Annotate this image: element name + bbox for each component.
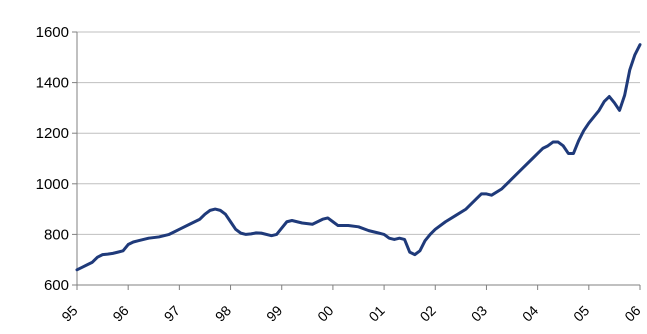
y-tick-label: 1200 [36,125,69,142]
y-tick-label: 800 [44,226,69,243]
x-tick-label: 01 [365,302,387,324]
series-line-0 [75,43,642,272]
x-tick-label: 99 [263,302,285,324]
x-tick-label: 98 [212,302,234,324]
x-tick-label: 96 [109,302,131,324]
x-tick-label: 05 [570,302,592,324]
y-tick-label: 1600 [36,24,69,41]
series-layer [75,43,642,272]
x-tick-label: 02 [417,302,439,324]
gridlines [77,31,640,286]
x-tick-label: 06 [621,302,643,324]
x-tick-label: 03 [468,302,490,324]
x-tick-label: 00 [314,302,336,324]
x-axis-tick-labels: 95 96 97 98 99 00 01 02 03 04 05 06 [58,302,643,324]
x-tick-label: 97 [161,302,183,324]
y-tick-label: 1000 [36,176,69,193]
y-tick-label: 600 [44,277,69,294]
axes [72,31,641,290]
y-axis-tick-labels: 600 800 1000 1200 1400 1600 [36,24,69,294]
y-tick-label: 1400 [36,75,69,92]
x-tick-label: 95 [58,302,80,324]
x-tick-label: 04 [519,302,541,324]
